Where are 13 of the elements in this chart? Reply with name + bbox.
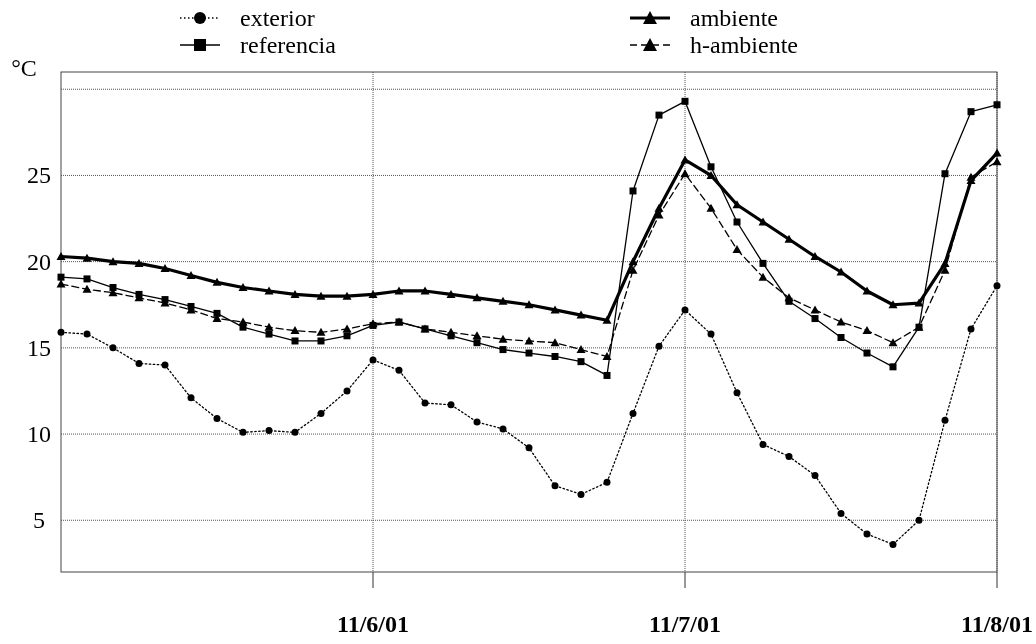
y-tick-label: 5 — [33, 507, 45, 534]
legend-label: h-ambiente — [690, 32, 798, 58]
x-tick-label: 11/7/01 — [648, 611, 722, 637]
y-tick-label: 20 — [27, 248, 51, 275]
y-axis-title: °C — [11, 55, 37, 81]
legend-label: ambiente — [690, 5, 778, 31]
x-tick-label: 11/6/01 — [336, 611, 410, 637]
x-tick-label: 11/8/01 — [960, 611, 1034, 637]
y-tick-label: 25 — [27, 162, 51, 189]
y-tick-label: 10 — [27, 421, 51, 448]
y-tick-label: 15 — [27, 334, 51, 361]
legend-label: referencia — [240, 32, 337, 58]
legend-label: exterior — [240, 5, 315, 31]
